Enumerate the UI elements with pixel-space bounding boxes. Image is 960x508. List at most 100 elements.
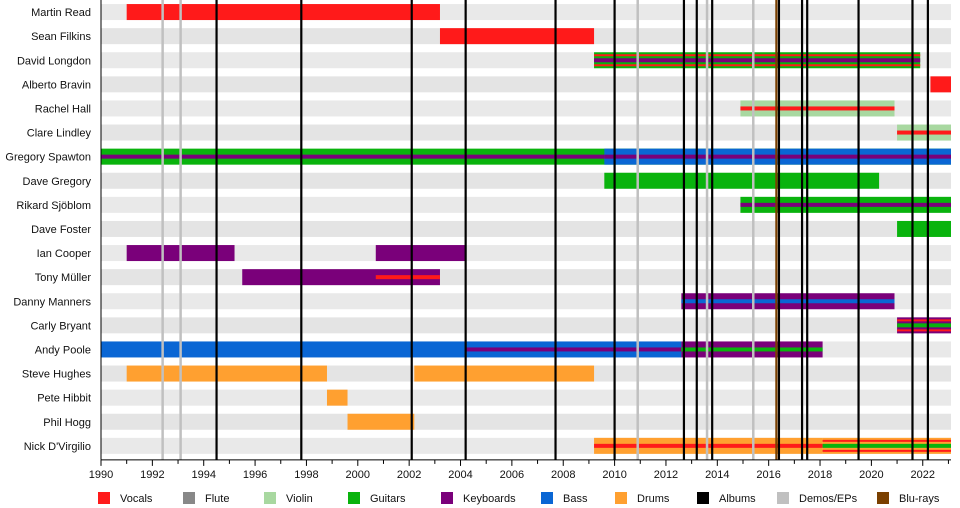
bar-guitars xyxy=(604,172,880,189)
member-label: David Longdon xyxy=(17,55,91,67)
member-label: Clare Lindley xyxy=(27,128,92,140)
member-label: Steve Hughes xyxy=(22,369,92,381)
row-band xyxy=(101,220,951,237)
legend-swatch xyxy=(777,492,789,504)
legend-item-blurays: Blu-rays xyxy=(877,492,940,505)
stripe-keyboards xyxy=(594,58,921,63)
bar-drums xyxy=(347,413,415,430)
stripe-vocals xyxy=(897,319,951,322)
row-band xyxy=(101,413,951,430)
legend-item-flute: Flute xyxy=(183,492,229,505)
release-lines xyxy=(161,0,929,460)
row-band xyxy=(101,76,951,93)
tick-label: 2014 xyxy=(705,469,729,481)
legend-swatch xyxy=(877,492,889,504)
legend-swatch xyxy=(348,492,360,504)
bar-keyboards xyxy=(242,269,440,286)
bar-keyboards xyxy=(375,245,466,262)
member-label: Sean Filkins xyxy=(31,31,91,43)
stripe-keyboards xyxy=(604,154,951,159)
row-band xyxy=(101,269,951,286)
stripe-guitars xyxy=(897,323,951,328)
legend-item-bass: Bass xyxy=(541,492,588,505)
legend-label: Guitars xyxy=(370,493,406,505)
tick-label: 1990 xyxy=(89,469,113,481)
member-label: Gregory Spawton xyxy=(5,152,91,164)
tick-label: 2018 xyxy=(808,469,832,481)
member-label: Rachel Hall xyxy=(35,103,91,115)
stripe-vocals xyxy=(897,130,951,135)
legend-swatch xyxy=(697,492,709,504)
legend-swatch xyxy=(98,492,110,504)
member-label: Andy Poole xyxy=(35,344,91,356)
bar-drums xyxy=(414,365,595,382)
row-band xyxy=(101,389,951,406)
legend-label: Flute xyxy=(205,493,229,505)
legend-item-violin: Violin xyxy=(264,492,313,505)
legend-item-albums: Albums xyxy=(697,492,756,505)
legend-swatch xyxy=(615,492,627,504)
member-label: Rikard Sjöblom xyxy=(16,200,91,212)
member-label: Dave Gregory xyxy=(23,176,92,188)
tick-label: 1996 xyxy=(243,469,267,481)
stripe-keyboards xyxy=(101,154,951,159)
stripe-vocals xyxy=(594,64,921,67)
member-label: Ian Cooper xyxy=(37,248,92,260)
stripe-vocals xyxy=(740,106,895,111)
stripe-bass xyxy=(681,299,895,304)
member-label: Carly Bryant xyxy=(30,320,91,332)
legend-swatch xyxy=(264,492,276,504)
stripe-vocals xyxy=(822,449,951,452)
tick-label: 2020 xyxy=(859,469,883,481)
bar-vocals xyxy=(439,28,595,45)
tick-label: 2010 xyxy=(602,469,626,481)
tick-label: 2004 xyxy=(448,469,472,481)
tick-label: 2002 xyxy=(397,469,421,481)
tick-label: 1992 xyxy=(140,469,164,481)
member-label: Nick D'Virgilio xyxy=(24,441,91,453)
bar-drums xyxy=(126,365,327,382)
row-band xyxy=(101,245,951,262)
legend-swatch xyxy=(541,492,553,504)
member-label: Tony Müller xyxy=(35,272,92,284)
legend-label: Drums xyxy=(637,493,670,505)
legend-item-vocals: Vocals xyxy=(98,492,153,505)
legend-item-guitars: Guitars xyxy=(348,492,406,505)
tick-label: 2006 xyxy=(500,469,524,481)
row-band xyxy=(101,317,951,334)
legend-label: Albums xyxy=(719,493,756,505)
stripe-vocals xyxy=(897,329,951,332)
tick-label: 2000 xyxy=(346,469,370,481)
member-label: Martin Read xyxy=(31,7,91,19)
row-band xyxy=(101,100,951,117)
stripe-guitars xyxy=(681,347,823,352)
legend-item-keyboards: Keyboards xyxy=(441,492,516,505)
bar-vocals xyxy=(126,4,440,21)
legend-item-drums: Drums xyxy=(615,492,670,505)
legend: Vocals Flute Violin Guitars Keyboards Bass Dru… xyxy=(98,492,940,505)
tick-label: 1998 xyxy=(294,469,318,481)
stripe-keyboards xyxy=(740,202,951,207)
stripe-vocals xyxy=(375,275,440,280)
x-axis: 1990 1992 1994 1996 1998 2000 2002 2004 2006 2008… xyxy=(89,0,951,481)
member-label: Alberto Bravin xyxy=(22,79,91,91)
stripe-vocals xyxy=(594,443,823,448)
bar-vocals xyxy=(930,76,951,93)
member-label: Phil Hogg xyxy=(43,417,91,429)
tick-label: 2008 xyxy=(551,469,575,481)
tick-label: 2012 xyxy=(654,469,678,481)
stripe-keyboards xyxy=(465,347,682,352)
legend-item-demos: Demos/EPs xyxy=(777,492,858,505)
stripe-guitars xyxy=(822,443,951,448)
bar-bass xyxy=(101,341,682,358)
stripe-vocals xyxy=(594,54,921,57)
legend-label: Demos/EPs xyxy=(799,493,858,505)
tick-label: 2016 xyxy=(756,469,780,481)
legend-label: Vocals xyxy=(120,493,153,505)
row-band xyxy=(101,196,951,213)
legend-swatch xyxy=(183,492,195,504)
bar-drums xyxy=(326,389,348,406)
legend-label: Bass xyxy=(563,493,588,505)
member-label: Dave Foster xyxy=(31,224,91,236)
